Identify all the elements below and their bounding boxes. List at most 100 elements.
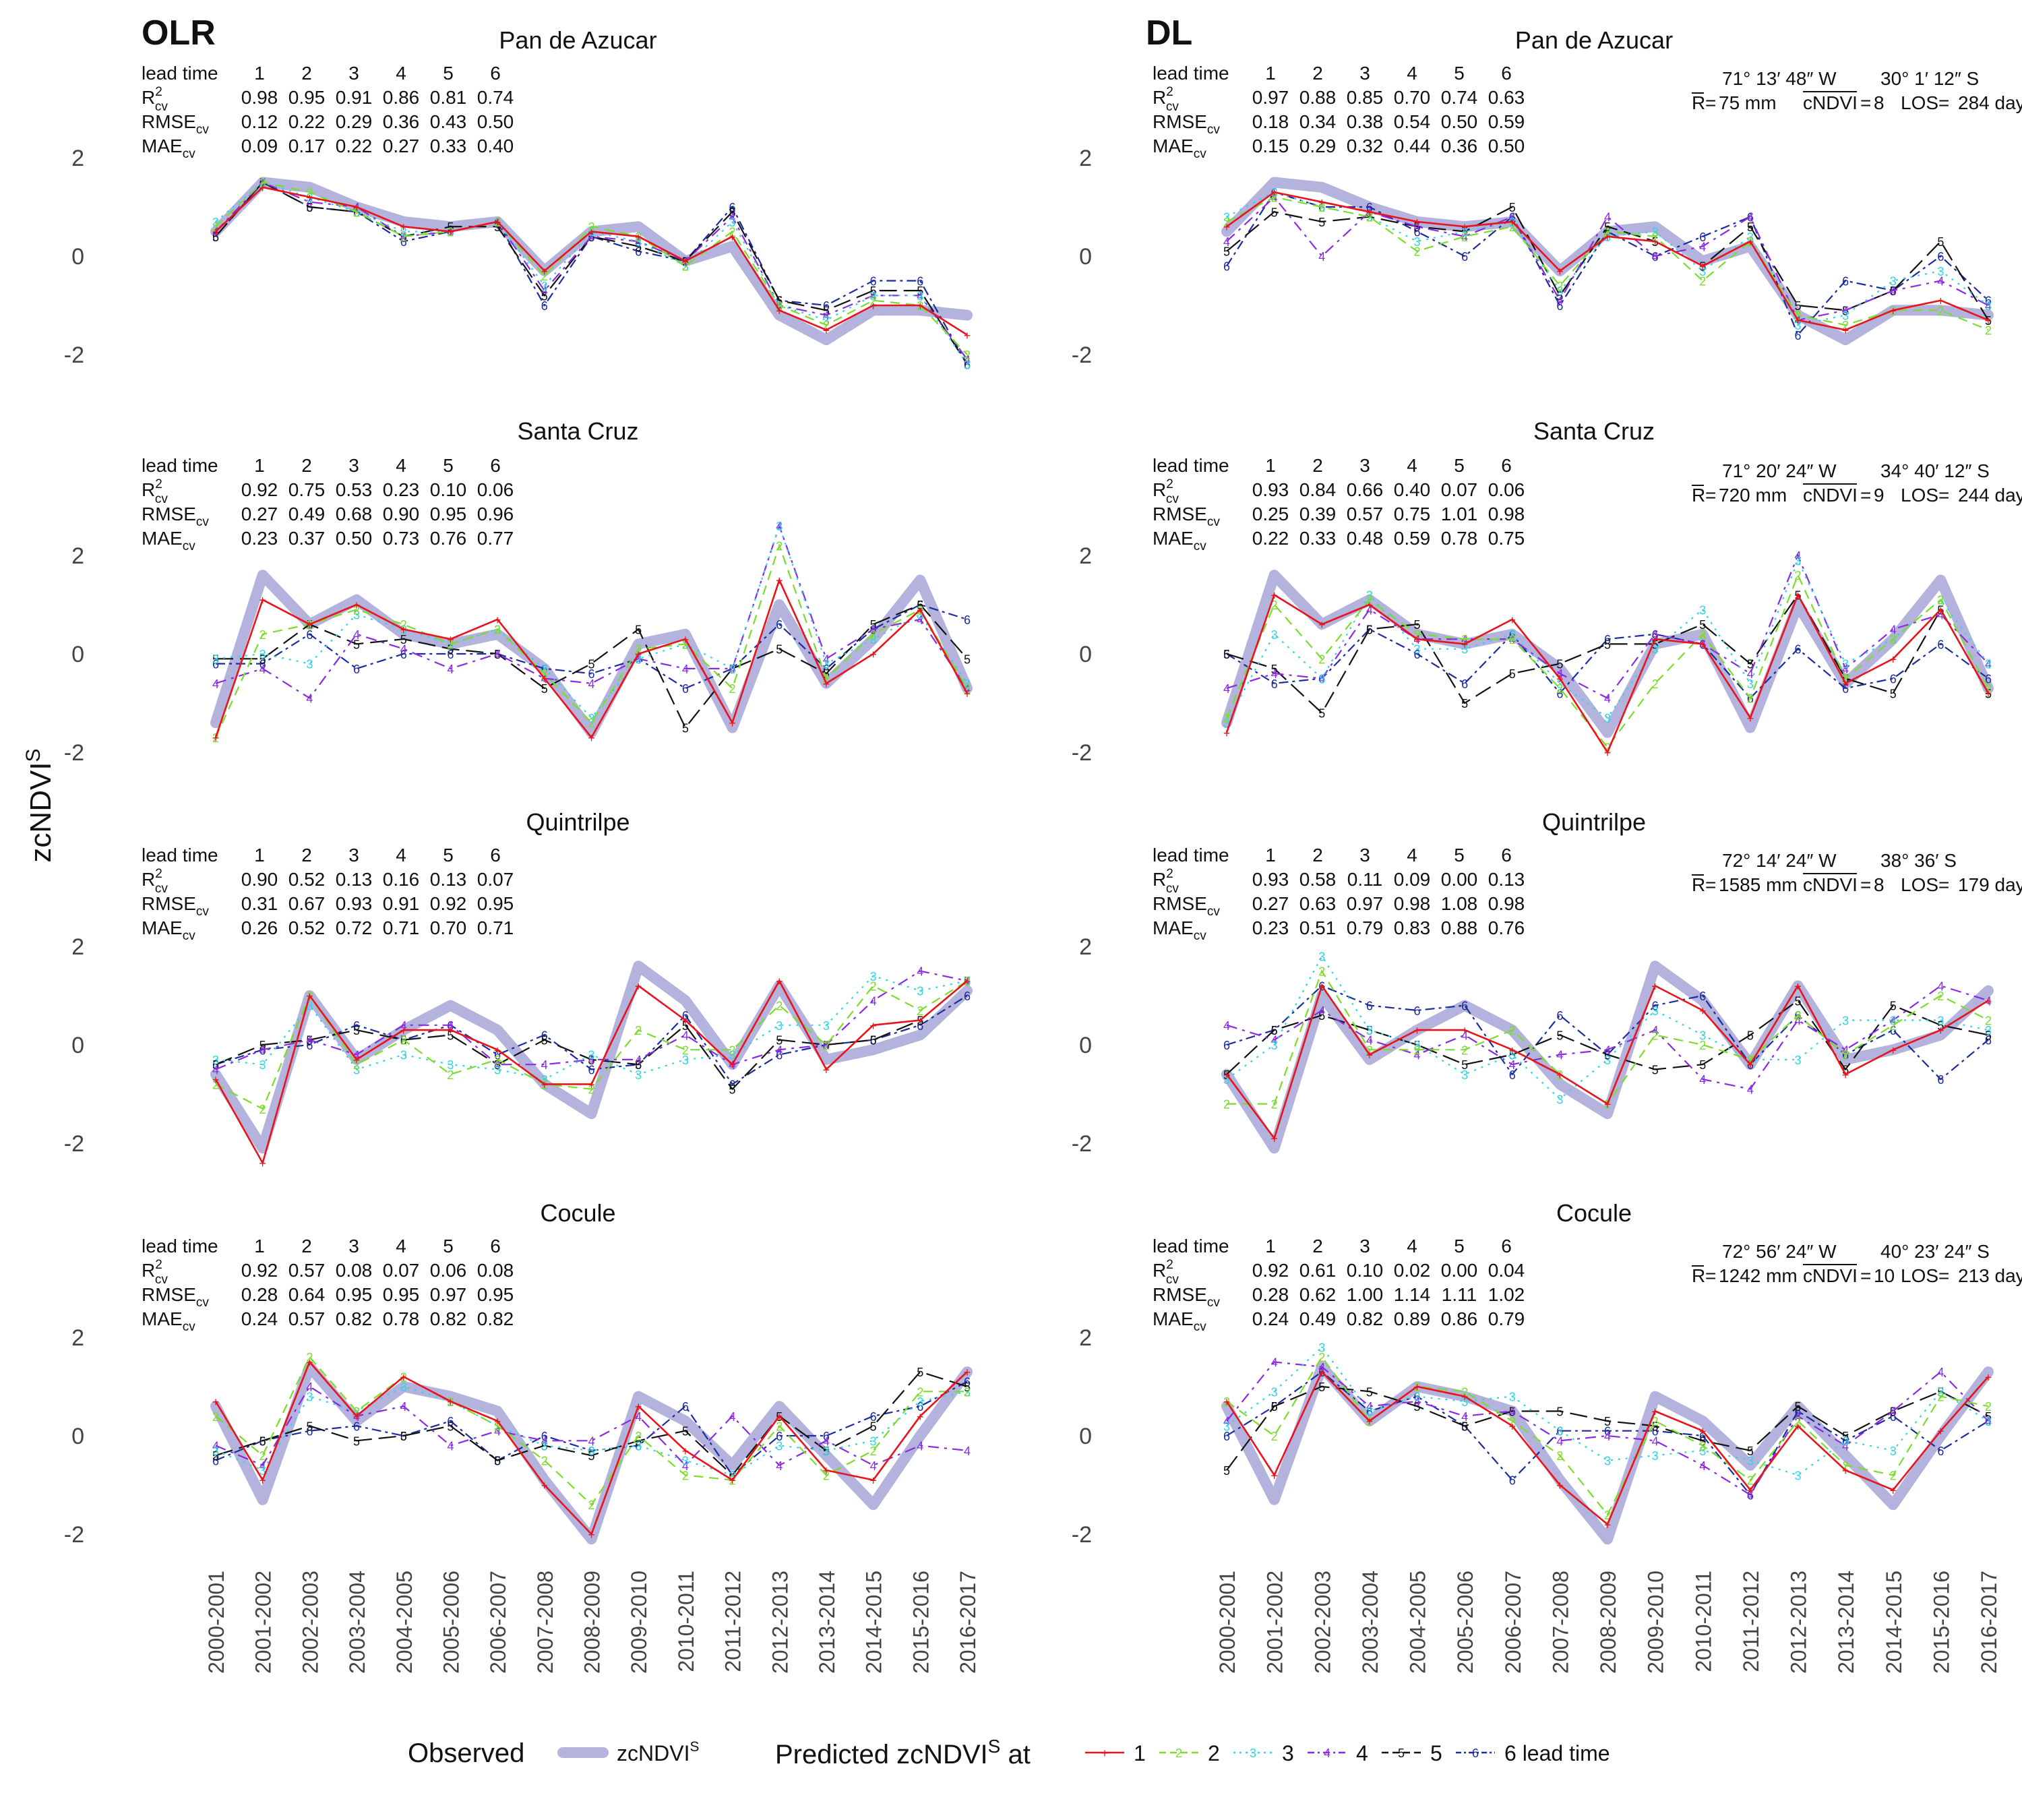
predicted-line-lead-5 <box>1226 999 1989 1075</box>
point-marker-lead-5: 5 <box>494 220 501 234</box>
point-marker-lead-4: 4 <box>729 1410 736 1424</box>
point-marker-lead-2: 2 <box>635 1024 642 1037</box>
point-marker-lead-1: + <box>1889 1484 1897 1497</box>
point-marker-lead-1: + <box>1842 677 1849 691</box>
point-marker-lead-1: + <box>1604 746 1612 760</box>
point-marker-lead-1: + <box>917 1410 924 1424</box>
point-marker-lead-5: 5 <box>917 1366 923 1379</box>
lead-time-label: 6 <box>1501 63 1512 84</box>
point-marker-lead-4: 4 <box>400 1019 407 1033</box>
point-marker-lead-5: 5 <box>917 599 923 612</box>
point-marker-lead-2: 2 <box>1842 1459 1849 1473</box>
y-axis-label: zcNDVIS <box>22 748 57 862</box>
point-marker-lead-2: 2 <box>635 643 642 657</box>
y-tick-label: 2 <box>1079 543 1092 569</box>
point-marker-lead-6: 6 <box>1652 1425 1659 1438</box>
point-marker-lead-3: 3 <box>400 1381 407 1394</box>
x-tick-label: 2006-2007 <box>1501 1571 1525 1674</box>
stat-value: 0.06 <box>1488 479 1525 500</box>
predicted-line-lead-6 <box>1226 985 1989 1081</box>
lead-time-label: 6 <box>1501 1236 1512 1256</box>
point-marker-lead-3: 3 <box>1509 628 1516 642</box>
point-marker-lead-1: + <box>1985 687 1992 700</box>
point-marker-lead-5: 5 <box>1604 1415 1611 1428</box>
stat-value: 0.75 <box>1488 528 1525 549</box>
point-marker-lead-4: 4 <box>1461 231 1468 244</box>
y-tick-label: -2 <box>64 1522 84 1548</box>
stats-table: lead time 1 2 3 4 5 6 R2 cv 0.92 0.75 0.53 0.23 0.10 0… <box>142 455 514 553</box>
point-marker-lead-4: 4 <box>541 284 548 298</box>
legend: Observed zcNDVIS Predicted zcNDVIS at +1 2 2 3… <box>408 1736 1610 1769</box>
point-marker-lead-1: + <box>1461 220 1469 234</box>
stat-value: 0.97 <box>430 1284 467 1305</box>
point-marker-lead-5: 5 <box>259 1434 266 1448</box>
lead-time-label: 1 <box>254 1236 265 1256</box>
point-marker-lead-3: 3 <box>964 677 971 691</box>
lead-time-label: 3 <box>1359 455 1370 476</box>
point-marker-lead-1: + <box>1699 638 1707 651</box>
point-marker-lead-5: 5 <box>1794 994 1801 1008</box>
stat-value: 0.13 <box>430 869 467 890</box>
point-marker-lead-4: 4 <box>1318 250 1325 264</box>
stat-name-r: R2 cv <box>142 477 168 506</box>
point-marker-lead-2: 2 <box>823 673 830 686</box>
stats-table: lead time 1 2 3 4 5 6 R2 cv 0.92 0.57 0.08 0.07 0.06 0… <box>142 1236 514 1334</box>
point-marker-lead-4: 4 <box>306 196 313 210</box>
stat-value: 0.13 <box>336 869 373 890</box>
point-marker-lead-3: 3 <box>1366 1405 1373 1419</box>
observed-line <box>1221 961 1994 1154</box>
point-marker-lead-3: 3 <box>1271 628 1278 642</box>
point-marker-lead-4: 4 <box>635 1410 642 1424</box>
point-marker-lead-1: + <box>635 1400 642 1414</box>
stat-value: 0.62 <box>1299 1284 1337 1305</box>
point-marker-lead-3: 3 <box>1366 588 1373 602</box>
stat-value: 0.67 <box>288 893 326 914</box>
lead-time-label: 4 <box>1407 63 1417 84</box>
point-marker-lead-2: 2 <box>588 717 594 730</box>
point-marker-lead-6: 6 <box>729 201 736 214</box>
point-marker-lead-4: 4 <box>353 628 360 642</box>
mean-rainfall-label: R <box>1692 1265 1705 1286</box>
point-marker-lead-1: + <box>869 1019 877 1033</box>
stat-value: 0.29 <box>336 111 373 132</box>
point-marker-lead-3: 3 <box>588 1445 594 1458</box>
observed-line <box>210 1361 973 1545</box>
point-marker-lead-2: 2 <box>353 206 360 219</box>
point-marker-lead-4: 4 <box>1937 979 1944 993</box>
point-marker-lead-6: 6 <box>964 613 971 627</box>
point-marker-lead-3: 3 <box>870 633 877 646</box>
point-marker-lead-4: 4 <box>1509 1405 1516 1419</box>
point-marker-lead-2: 2 <box>541 270 548 283</box>
point-marker-lead-4: 4 <box>1413 1049 1420 1062</box>
point-marker-lead-5: 5 <box>1985 1029 1992 1042</box>
predicted-line-lead-6 <box>216 603 968 690</box>
predicted-line-lead-6 <box>215 1381 968 1477</box>
stat-value: 0.95 <box>383 1284 420 1305</box>
stat-value: 0.29 <box>1299 135 1337 156</box>
y-tick-label: 2 <box>1079 146 1092 171</box>
point-marker-lead-1: + <box>1604 1518 1612 1531</box>
point-marker-lead-4: 4 <box>447 1019 454 1033</box>
point-marker-lead-2: 2 <box>823 1469 830 1482</box>
y-tick-label: -2 <box>1072 1131 1092 1157</box>
y-tick-label: -2 <box>1072 740 1092 766</box>
point-marker-lead-3: 3 <box>1985 1024 1992 1037</box>
point-marker-lead-4: 4 <box>259 663 266 676</box>
stat-value: 1.11 <box>1442 1284 1477 1305</box>
point-marker-lead-5: 5 <box>870 1034 877 1048</box>
stat-value: 0.81 <box>430 87 467 108</box>
point-marker-lead-6: 6 <box>1937 250 1944 264</box>
lead-time-label: 4 <box>1407 455 1417 476</box>
point-marker-lead-1: + <box>1318 196 1326 210</box>
point-marker-lead-5: 5 <box>729 1083 736 1097</box>
stat-name-mae: MAEcv <box>142 528 195 553</box>
point-marker-lead-3: 3 <box>1556 1093 1563 1106</box>
predicted-line-lead-2 <box>1227 969 1989 1105</box>
point-marker-lead-5: 5 <box>1604 638 1611 651</box>
point-marker-lead-1: + <box>1461 1024 1469 1037</box>
y-tick-label: 0 <box>1079 244 1092 270</box>
point-marker-lead-2: 2 <box>1366 1043 1373 1057</box>
x-tick-label: 2016-2017 <box>1977 1571 2001 1674</box>
stat-value: 0.74 <box>477 87 514 108</box>
point-marker-lead-6: 6 <box>1509 1068 1516 1082</box>
